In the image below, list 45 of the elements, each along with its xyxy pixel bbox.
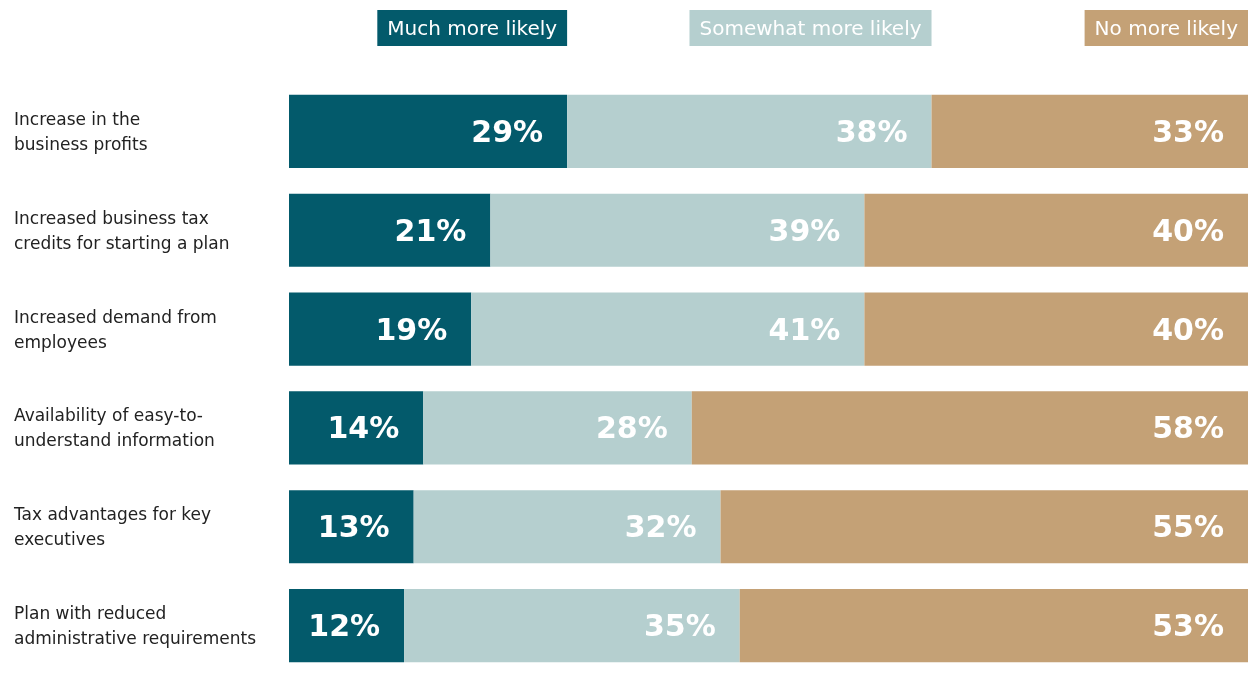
bar: [289, 490, 414, 564]
text: No more likely: [1094, 16, 1239, 40]
bar: [404, 589, 740, 663]
data-label: 41%: [768, 311, 841, 347]
bar: [739, 589, 1248, 663]
y-tick-label: Increase in the business profits: [14, 108, 148, 154]
bar: [567, 94, 932, 168]
bar: [931, 94, 1248, 168]
data-label: 40%: [1152, 212, 1224, 248]
bar: [289, 292, 472, 366]
bar: [289, 94, 568, 168]
text: Much more likely: [387, 16, 558, 40]
data-label: 35%: [643, 608, 716, 644]
bar: [289, 193, 491, 267]
data-label: 58%: [1152, 410, 1224, 446]
data-label: 55%: [1152, 509, 1224, 545]
bar: [691, 391, 1248, 465]
bar: [720, 490, 1248, 564]
y-tick-label: Plan with reduced administrative requirements: [14, 603, 257, 649]
data-label: 38%: [835, 113, 908, 149]
data-label: 12%: [308, 608, 381, 644]
y-tick-label: Availability of easy-to- understand information: [14, 405, 215, 451]
y-tick-label: Tax advantages for key executives: [13, 504, 212, 550]
data-label: 53%: [1152, 608, 1224, 644]
bar: [864, 292, 1248, 366]
data-label: 14%: [327, 410, 400, 446]
bar: [289, 391, 424, 465]
data-label: 33%: [1152, 113, 1224, 149]
bar: [864, 193, 1248, 267]
bar: [423, 391, 692, 465]
data-label: 39%: [768, 212, 841, 248]
bar: [490, 193, 865, 267]
data-label: 19%: [375, 311, 448, 347]
text: Somewhat more likely: [699, 16, 922, 40]
data-label: 13%: [317, 509, 390, 545]
y-tick-label: Increased demand from employees: [14, 306, 217, 352]
bar: [413, 490, 721, 564]
data-label: 32%: [624, 509, 697, 545]
data-label: 21%: [394, 212, 467, 248]
data-label: 28%: [595, 410, 668, 446]
bar: [471, 292, 865, 366]
data-label: 29%: [471, 113, 544, 149]
y-tick-label: Increased business tax credits for starting a plan: [14, 207, 230, 253]
bar: [289, 589, 405, 663]
data-label: 40%: [1152, 311, 1224, 347]
